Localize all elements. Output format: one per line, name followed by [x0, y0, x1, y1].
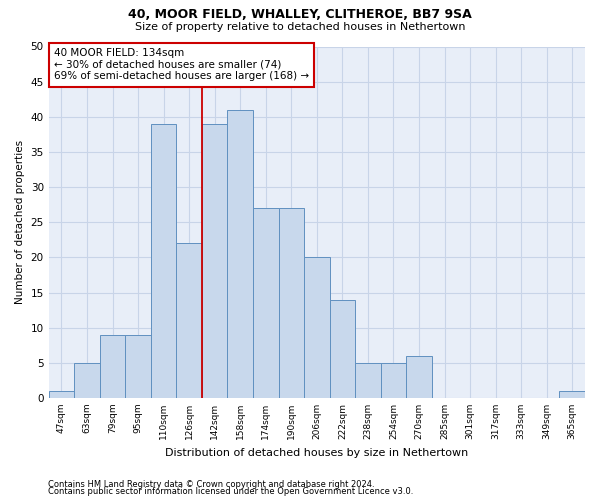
Bar: [559, 391, 585, 398]
Bar: [253, 208, 278, 398]
Bar: [355, 363, 380, 398]
Bar: [406, 356, 432, 398]
Text: 40 MOOR FIELD: 134sqm
← 30% of detached houses are smaller (74)
69% of semi-deta: 40 MOOR FIELD: 134sqm ← 30% of detached …: [54, 48, 309, 82]
Bar: [329, 300, 355, 398]
Bar: [49, 391, 74, 398]
Text: Size of property relative to detached houses in Nethertown: Size of property relative to detached ho…: [135, 22, 465, 32]
Bar: [278, 208, 304, 398]
X-axis label: Distribution of detached houses by size in Nethertown: Distribution of detached houses by size …: [165, 448, 469, 458]
Bar: [74, 363, 100, 398]
Y-axis label: Number of detached properties: Number of detached properties: [15, 140, 25, 304]
Bar: [176, 244, 202, 398]
Bar: [304, 258, 329, 398]
Text: Contains HM Land Registry data © Crown copyright and database right 2024.: Contains HM Land Registry data © Crown c…: [48, 480, 374, 489]
Bar: [380, 363, 406, 398]
Bar: [151, 124, 176, 398]
Bar: [125, 334, 151, 398]
Bar: [202, 124, 227, 398]
Text: 40, MOOR FIELD, WHALLEY, CLITHEROE, BB7 9SA: 40, MOOR FIELD, WHALLEY, CLITHEROE, BB7 …: [128, 8, 472, 20]
Bar: [100, 334, 125, 398]
Text: Contains public sector information licensed under the Open Government Licence v3: Contains public sector information licen…: [48, 488, 413, 496]
Bar: [227, 110, 253, 398]
